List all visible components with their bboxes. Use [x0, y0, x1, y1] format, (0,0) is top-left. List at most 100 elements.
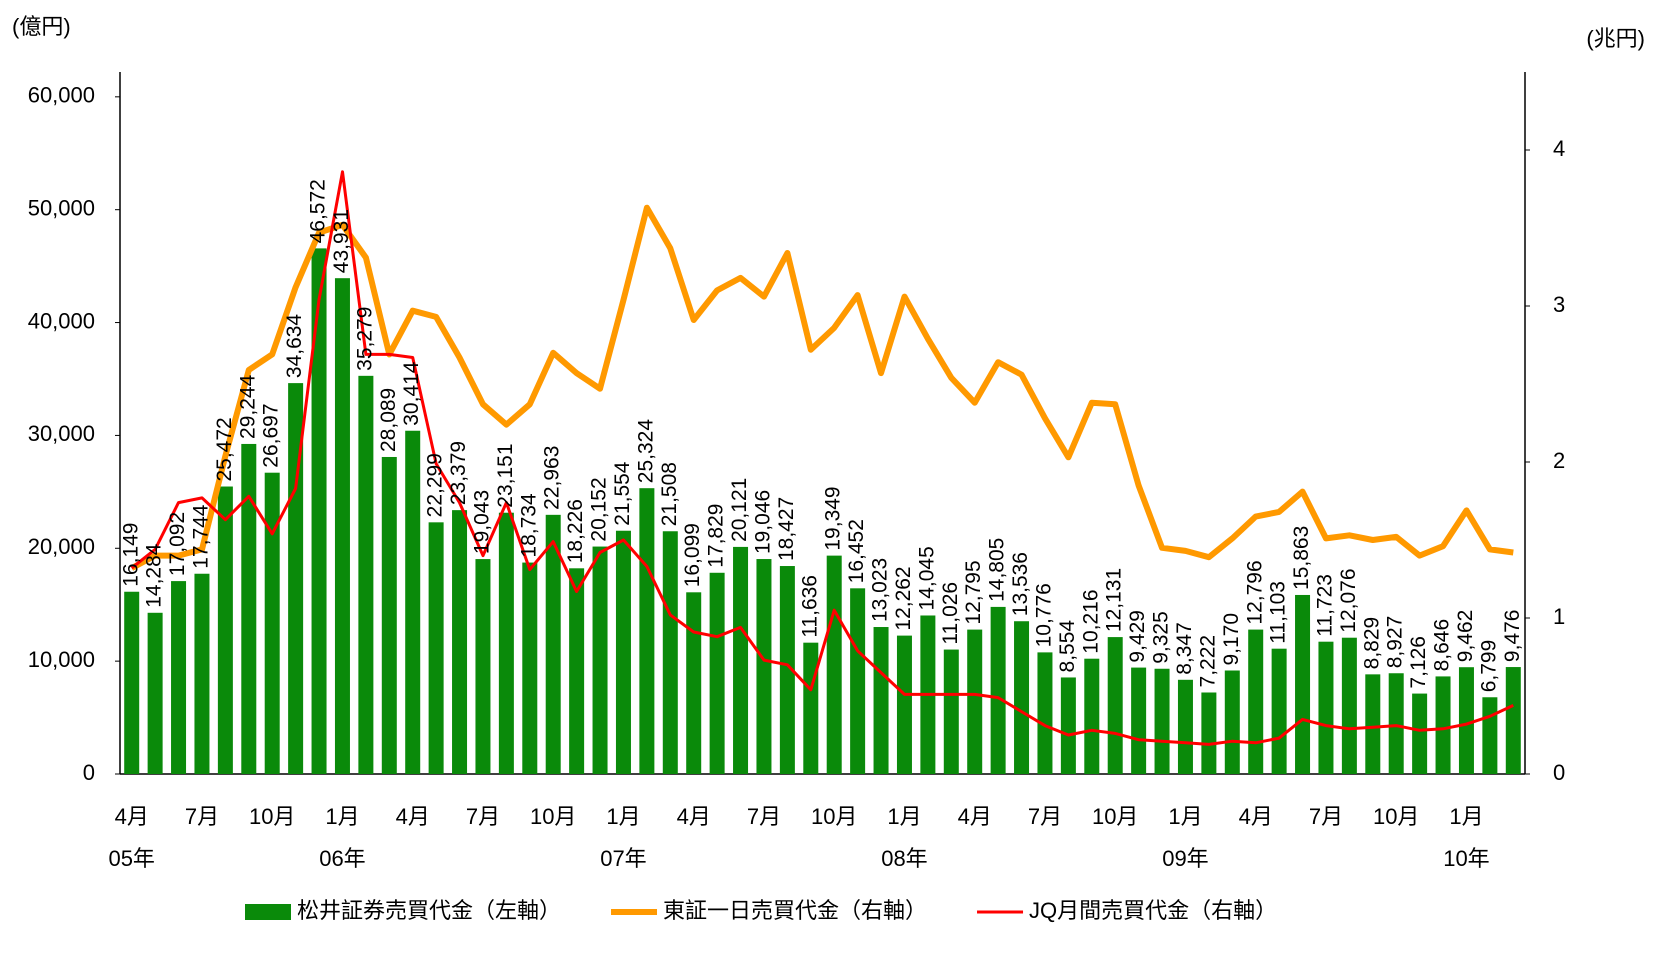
bar — [639, 488, 655, 774]
bar — [1014, 621, 1030, 774]
data-label: 12,796 — [1243, 560, 1266, 624]
y-tick-label: 30,000 — [28, 421, 95, 446]
data-label: 12,795 — [962, 560, 985, 624]
data-label: 11,723 — [1314, 574, 1337, 637]
data-label: 19,043 — [471, 490, 494, 554]
data-label: 19,046 — [752, 490, 775, 554]
x-group-label: 10年 — [1443, 846, 1489, 871]
x-tick-label: 10月 — [1092, 804, 1138, 829]
data-label: 34,634 — [283, 314, 306, 379]
data-label: 18,427 — [775, 497, 798, 561]
data-label: 23,379 — [447, 441, 470, 505]
x-tick-label: 1月 — [1168, 804, 1202, 829]
bar — [967, 629, 983, 774]
data-label: 12,076 — [1337, 568, 1360, 632]
data-label: 9,476 — [1501, 609, 1524, 662]
x-tick-label: 1月 — [325, 804, 359, 829]
y2-tick-label: 2 — [1553, 448, 1565, 473]
bar — [1458, 667, 1474, 774]
data-label: 9,429 — [1126, 610, 1149, 663]
bar — [545, 514, 561, 774]
x-group-label: 08年 — [881, 846, 927, 871]
data-label: 21,508 — [658, 462, 681, 526]
bar — [381, 456, 397, 774]
bar — [569, 568, 585, 774]
bar — [171, 581, 187, 774]
bar — [1060, 677, 1076, 774]
x-tick-label: 4月 — [1239, 804, 1273, 829]
data-label: 8,554 — [1056, 620, 1079, 673]
bar — [428, 522, 444, 774]
bar — [1435, 676, 1451, 774]
data-label: 25,472 — [213, 417, 236, 481]
data-label: 21,554 — [611, 461, 634, 526]
bar — [334, 278, 350, 774]
data-label: 10,776 — [1033, 583, 1056, 647]
y-axis-label: (億円) — [12, 14, 71, 39]
y-tick-label: 50,000 — [28, 196, 95, 221]
bar — [522, 562, 538, 774]
x-group-label: 05年 — [108, 846, 154, 871]
x-tick-label: 7月 — [747, 804, 781, 829]
data-label: 6,799 — [1477, 640, 1500, 693]
line — [130, 170, 1514, 746]
data-label: 22,299 — [424, 453, 447, 517]
bar — [1107, 637, 1123, 774]
bar — [943, 649, 959, 774]
data-label: 25,324 — [634, 419, 657, 484]
data-label: 18,226 — [564, 499, 587, 563]
x-tick-label: 1月 — [887, 804, 921, 829]
data-label: 14,805 — [986, 538, 1009, 602]
data-label: 13,023 — [869, 558, 892, 622]
data-label: 10,216 — [1079, 589, 1102, 653]
bar — [896, 635, 912, 774]
line — [130, 204, 1514, 571]
legend-label: 松井証券売買代金（左軸） — [297, 898, 561, 923]
bar — [1037, 652, 1053, 774]
data-label: 9,325 — [1150, 611, 1173, 664]
bar — [1365, 674, 1381, 774]
data-label: 15,863 — [1290, 526, 1313, 590]
bar — [1271, 648, 1287, 774]
bar — [1224, 670, 1240, 774]
bar — [615, 530, 631, 774]
data-label: 20,152 — [588, 477, 611, 541]
data-label: 14,284 — [143, 543, 166, 608]
data-label: 17,092 — [166, 512, 189, 576]
data-label: 16,099 — [681, 523, 704, 587]
data-label: 9,462 — [1454, 610, 1477, 663]
bar — [498, 512, 514, 774]
data-label: 14,045 — [915, 546, 938, 610]
y-tick-label: 40,000 — [28, 308, 95, 333]
bar — [733, 546, 749, 774]
x-tick-label: 1月 — [1449, 804, 1483, 829]
data-label: 12,131 — [1103, 568, 1126, 632]
data-label: 35,279 — [353, 307, 376, 371]
bar — [826, 555, 842, 774]
legend-label: JQ月間売買代金（右軸） — [1029, 898, 1277, 923]
bar — [124, 591, 140, 774]
bar — [779, 566, 795, 774]
bar — [803, 642, 819, 774]
data-label: 18,734 — [517, 493, 540, 558]
x-tick-label: 7月 — [466, 804, 500, 829]
data-label: 11,636 — [798, 575, 821, 638]
x-group-label: 09年 — [1162, 846, 1208, 871]
y2-tick-label: 4 — [1553, 136, 1565, 161]
data-label: 46,572 — [307, 179, 330, 243]
legend-swatch — [245, 904, 291, 920]
bar — [709, 572, 725, 774]
bar — [1084, 658, 1100, 774]
y-tick-label: 10,000 — [28, 647, 95, 672]
data-label: 7,222 — [1196, 635, 1219, 688]
bar — [1505, 667, 1521, 774]
y2-tick-label: 0 — [1553, 760, 1565, 785]
x-tick-label: 7月 — [185, 804, 219, 829]
x-tick-label: 10月 — [249, 804, 295, 829]
data-label: 16,149 — [119, 523, 142, 587]
x-tick-label: 4月 — [958, 804, 992, 829]
y2-tick-label: 1 — [1553, 604, 1565, 629]
bar — [1201, 692, 1217, 774]
x-tick-label: 1月 — [606, 804, 640, 829]
